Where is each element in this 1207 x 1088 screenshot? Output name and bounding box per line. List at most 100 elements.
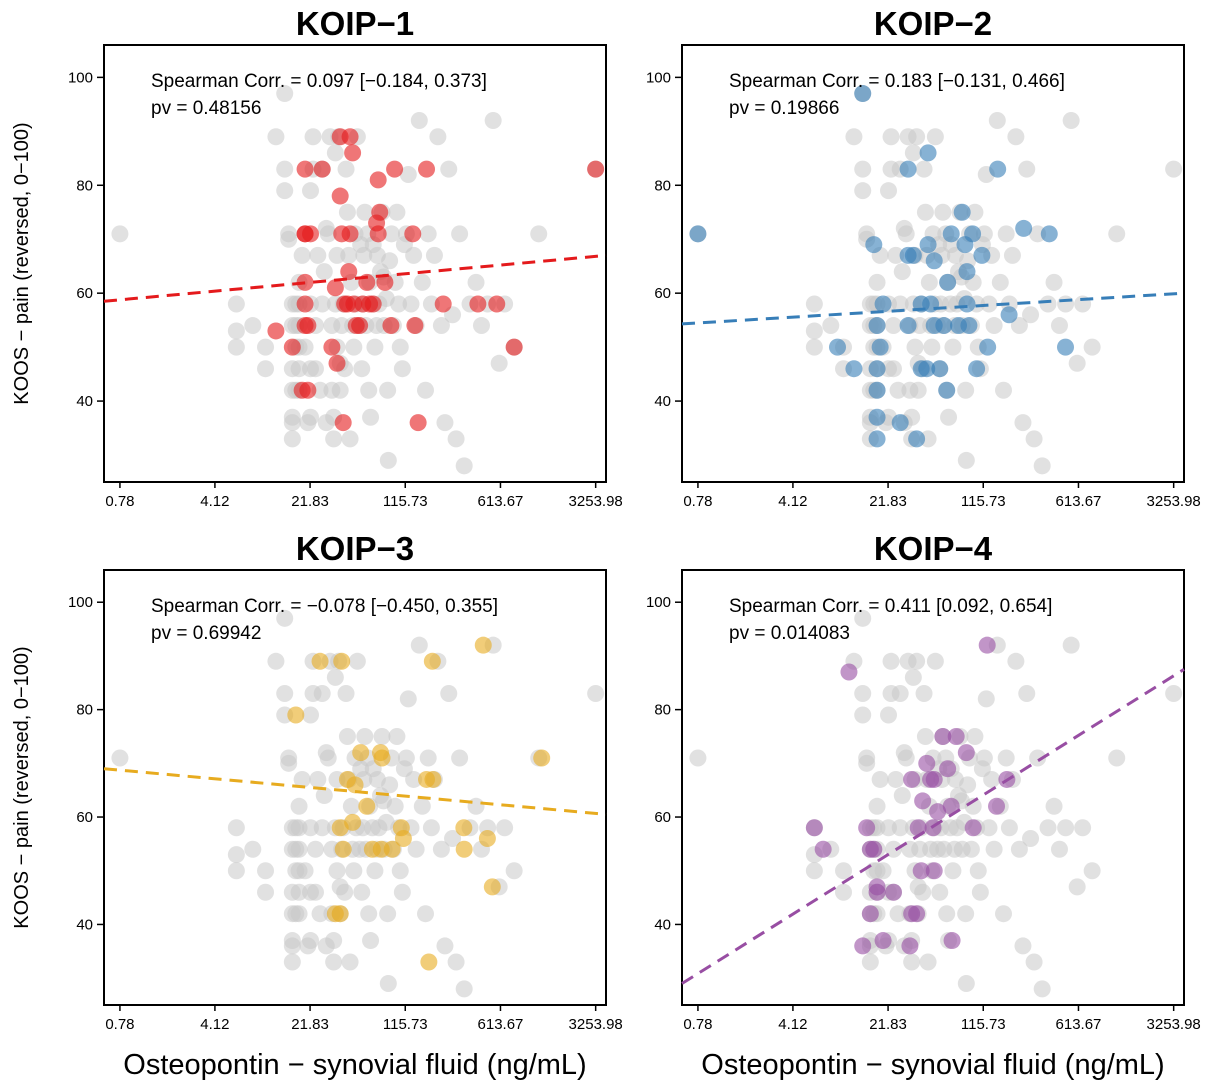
data-point (267, 322, 285, 340)
background-point (964, 797, 982, 815)
data-point (908, 430, 926, 448)
data-point (868, 883, 886, 901)
data-point (469, 295, 487, 313)
background-point (302, 932, 320, 950)
background-point (1083, 862, 1101, 880)
background-point (227, 322, 245, 340)
data-point (957, 744, 975, 762)
background-point (868, 797, 886, 815)
background-point (891, 819, 909, 837)
background-point (975, 749, 993, 767)
background-point (980, 819, 998, 837)
x-tick-label: 3253.98 (569, 493, 623, 510)
data-point (925, 252, 943, 270)
background-point (244, 840, 262, 858)
y-tick-label: 80 (76, 702, 93, 719)
panel-2: KOIP−2 40 60 80 100 0.78 4.12 21.83 115.73 613.67… (646, 5, 1201, 510)
background-point (530, 225, 548, 243)
background-point (379, 451, 397, 469)
x-tick-label: 613.67 (478, 1016, 524, 1033)
background-point (337, 160, 355, 178)
background-point (356, 727, 374, 745)
data-point (938, 381, 956, 399)
background-point (484, 112, 502, 130)
background-point (315, 263, 333, 281)
data-point (424, 770, 442, 788)
background-point (302, 408, 320, 426)
background-point (381, 252, 399, 270)
background-point (340, 246, 358, 264)
background-point (447, 953, 465, 971)
background-point (926, 128, 944, 146)
background-point (311, 905, 329, 923)
background-point (325, 953, 343, 971)
y-tick-label: 60 (76, 809, 93, 826)
y-tick-label: 80 (76, 177, 93, 194)
data-point (376, 273, 394, 291)
background-point (331, 381, 349, 399)
data-point (505, 338, 523, 356)
background-point (904, 668, 922, 686)
background-point (903, 953, 921, 971)
data-point (958, 295, 976, 313)
data-point (394, 830, 412, 848)
background-point (966, 203, 984, 221)
data-point (351, 317, 369, 335)
x-tick-label: 3253.98 (1147, 1016, 1201, 1033)
background-point (1039, 295, 1057, 313)
background-point (880, 706, 898, 724)
data-point (989, 160, 1007, 178)
background-point (1057, 819, 1075, 837)
background-point (366, 338, 384, 356)
data-point (323, 338, 341, 356)
background-point (975, 225, 993, 243)
data-point (533, 749, 551, 767)
background-point (995, 905, 1013, 923)
background-point (1108, 749, 1126, 767)
background-point (1045, 273, 1063, 291)
y-tick-label: 80 (654, 702, 671, 719)
background-point (388, 727, 406, 745)
data-point (979, 338, 997, 356)
background-point (505, 862, 523, 880)
background-point (587, 685, 605, 703)
background-point (348, 652, 366, 670)
x-tick-label: 3253.98 (569, 1016, 623, 1033)
background-point (422, 295, 440, 313)
background-point (868, 273, 886, 291)
background-point (496, 819, 514, 837)
background-point (1010, 317, 1028, 335)
background-point (1062, 112, 1080, 130)
correlation-annotation: Spearman Corr. = 0.097 [−0.184, 0.373] (151, 71, 487, 92)
background-point (283, 414, 301, 432)
background-point (1022, 306, 1040, 324)
data-point (352, 744, 370, 762)
background-point (356, 203, 374, 221)
data-point (854, 937, 872, 955)
background-point (425, 246, 443, 264)
background-point (914, 883, 932, 901)
y-axis-label: KOOS − pain (reversed, 0−100) (11, 646, 33, 928)
background-point (402, 295, 420, 313)
data-point (908, 905, 926, 923)
background-point (1074, 819, 1092, 837)
background-point (360, 381, 378, 399)
background-point (319, 749, 337, 767)
data-point (434, 295, 452, 313)
background-point (858, 754, 876, 772)
background-point (345, 862, 363, 880)
background-point (311, 381, 329, 399)
background-point (373, 727, 391, 745)
background-point (436, 414, 454, 432)
background-point (325, 430, 343, 448)
data-point (488, 295, 506, 313)
background-point (845, 128, 863, 146)
background-point (995, 381, 1013, 399)
data-point (1057, 338, 1075, 356)
background-point (997, 225, 1015, 243)
background-point (276, 85, 294, 103)
background-point (882, 652, 900, 670)
data-point (840, 663, 858, 681)
background-point (338, 727, 356, 745)
data-point (964, 225, 982, 243)
